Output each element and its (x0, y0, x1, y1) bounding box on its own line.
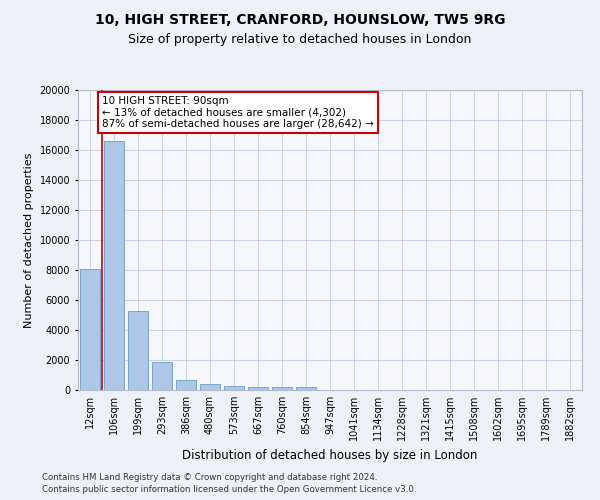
Bar (176, 380, 196, 390)
Bar (224, 386, 244, 390)
Y-axis label: Number of detached properties: Number of detached properties (24, 152, 34, 328)
Bar (128, 310, 148, 390)
X-axis label: Distribution of detached houses by size in London: Distribution of detached houses by size … (182, 448, 478, 462)
Text: 10, HIGH STREET, CRANFORD, HOUNSLOW, TW5 9RG: 10, HIGH STREET, CRANFORD, HOUNSLOW, TW5… (95, 12, 505, 26)
Bar (272, 387, 292, 390)
Text: Contains HM Land Registry data © Crown copyright and database right 2024.: Contains HM Land Registry data © Crown c… (42, 472, 377, 482)
Text: Size of property relative to detached houses in London: Size of property relative to detached ho… (128, 32, 472, 46)
Bar (80, 268, 100, 390)
Bar (296, 388, 316, 390)
Text: 10 HIGH STREET: 90sqm
← 13% of detached houses are smaller (4,302)
87% of semi-d: 10 HIGH STREET: 90sqm ← 13% of detached … (103, 96, 374, 129)
Bar (152, 362, 172, 390)
Bar (200, 384, 220, 390)
Text: Contains public sector information licensed under the Open Government Licence v3: Contains public sector information licen… (42, 485, 416, 494)
Bar (248, 386, 268, 390)
Bar (104, 141, 124, 390)
